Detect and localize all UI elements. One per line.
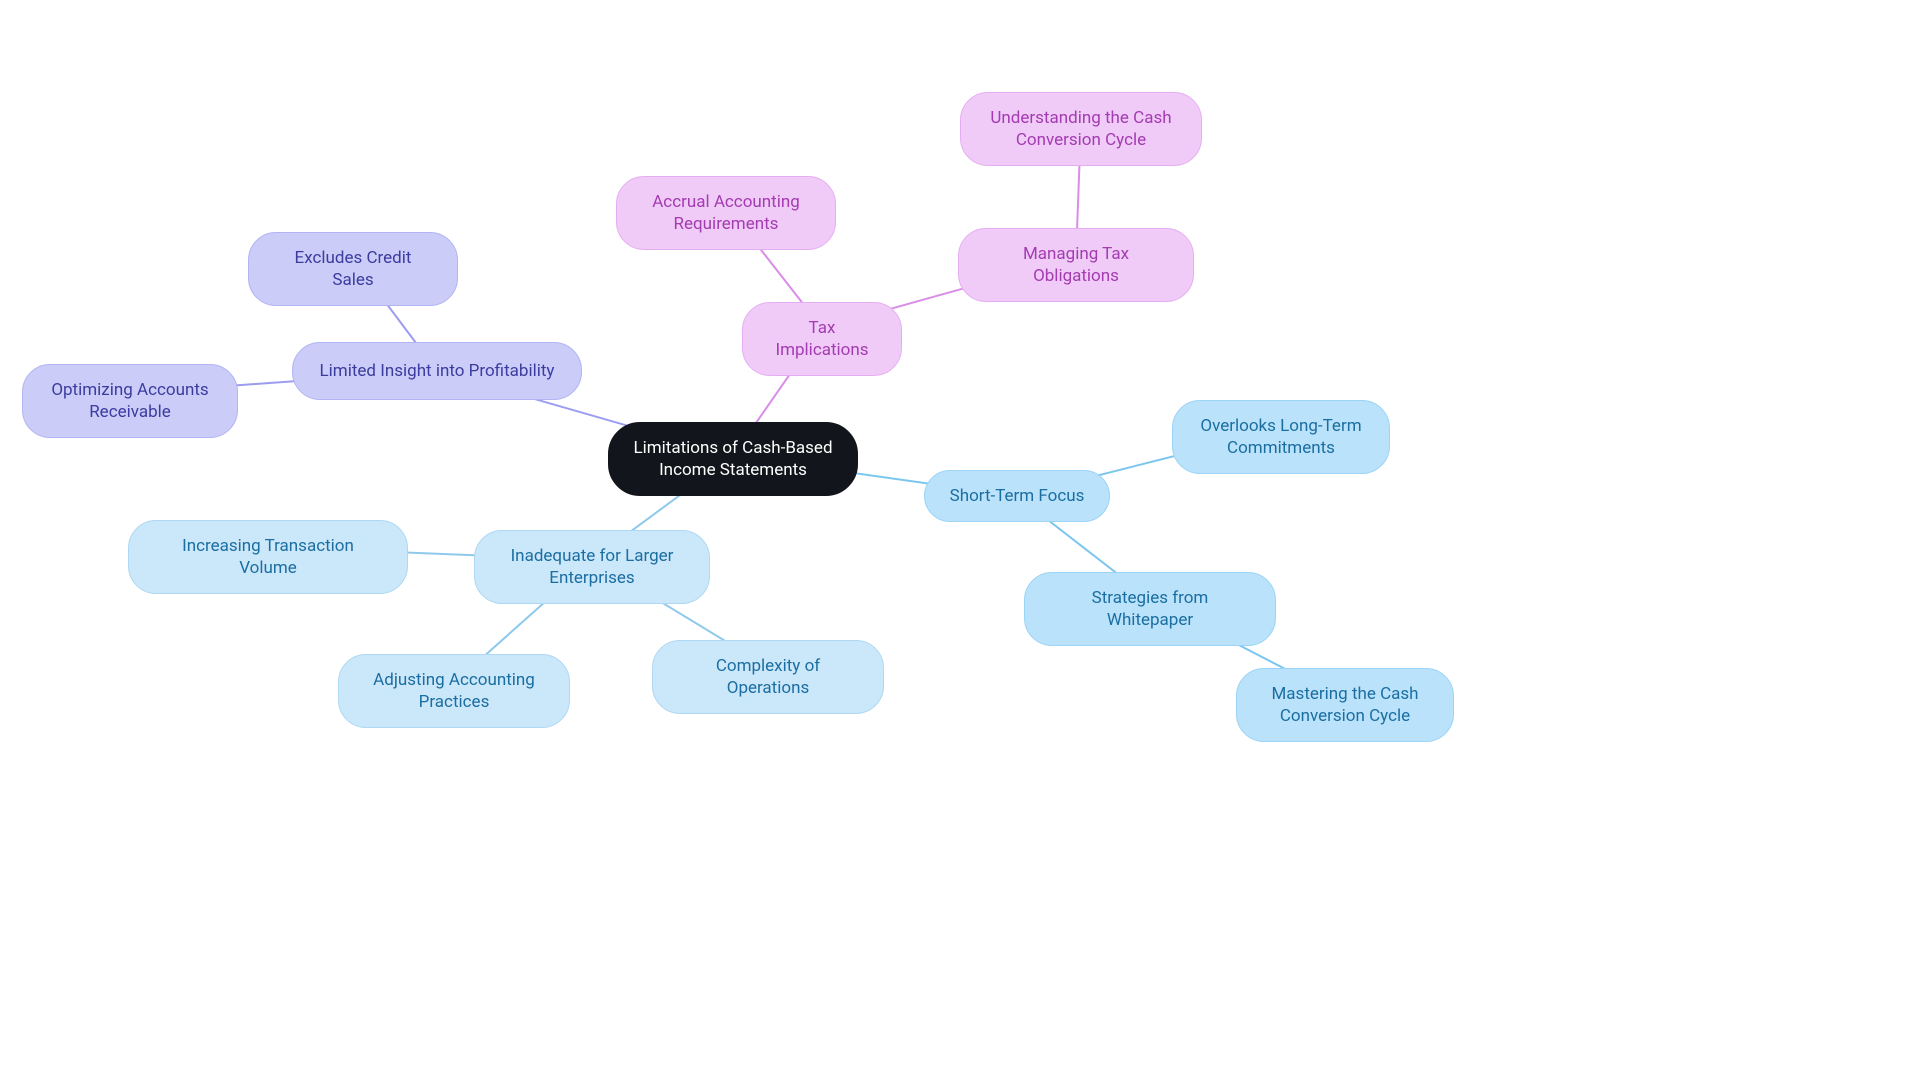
node-accounts-receivable: Optimizing Accounts Receivable — [22, 364, 238, 438]
node-overlooks: Overlooks Long-Term Commitments — [1172, 400, 1390, 474]
node-label: Increasing Transaction Volume — [153, 535, 383, 579]
node-label: Adjusting Accounting Practices — [363, 669, 545, 713]
node-label: Limitations of Cash-Based Income Stateme… — [633, 437, 833, 481]
node-label: Tax Implications — [767, 317, 877, 361]
node-label: Short-Term Focus — [950, 485, 1085, 507]
node-label: Mastering the Cash Conversion Cycle — [1261, 683, 1429, 727]
node-ccc-understand: Understanding the Cash Conversion Cycle — [960, 92, 1202, 166]
node-label: Understanding the Cash Conversion Cycle — [985, 107, 1177, 151]
node-larger: Inadequate for Larger Enterprises — [474, 530, 710, 604]
node-accrual: Accrual Accounting Requirements — [616, 176, 836, 250]
node-label: Optimizing Accounts Receivable — [47, 379, 213, 423]
node-label: Managing Tax Obligations — [983, 243, 1169, 287]
node-adjusting: Adjusting Accounting Practices — [338, 654, 570, 728]
node-tax: Tax Implications — [742, 302, 902, 376]
node-credit-sales: Excludes Credit Sales — [248, 232, 458, 306]
node-label: Limited Insight into Profitability — [320, 360, 555, 382]
node-short-term: Short-Term Focus — [924, 470, 1110, 522]
node-complexity: Complexity of Operations — [652, 640, 884, 714]
node-label: Overlooks Long-Term Commitments — [1197, 415, 1365, 459]
node-strategies: Strategies from Whitepaper — [1024, 572, 1276, 646]
node-manage-tax: Managing Tax Obligations — [958, 228, 1194, 302]
node-label: Complexity of Operations — [677, 655, 859, 699]
node-label: Excludes Credit Sales — [273, 247, 433, 291]
node-ccc-master: Mastering the Cash Conversion Cycle — [1236, 668, 1454, 742]
node-label: Inadequate for Larger Enterprises — [499, 545, 685, 589]
node-trans-volume: Increasing Transaction Volume — [128, 520, 408, 594]
node-label: Strategies from Whitepaper — [1049, 587, 1251, 631]
node-profitability: Limited Insight into Profitability — [292, 342, 582, 400]
node-label: Accrual Accounting Requirements — [641, 191, 811, 235]
node-center: Limitations of Cash-Based Income Stateme… — [608, 422, 858, 496]
